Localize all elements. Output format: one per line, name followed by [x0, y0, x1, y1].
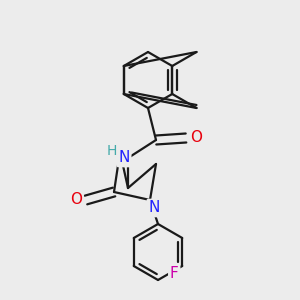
Text: O: O [70, 193, 82, 208]
Text: F: F [170, 266, 178, 281]
Text: N: N [118, 151, 130, 166]
Text: N: N [148, 200, 160, 215]
Text: H: H [107, 144, 117, 158]
Text: O: O [190, 130, 202, 146]
